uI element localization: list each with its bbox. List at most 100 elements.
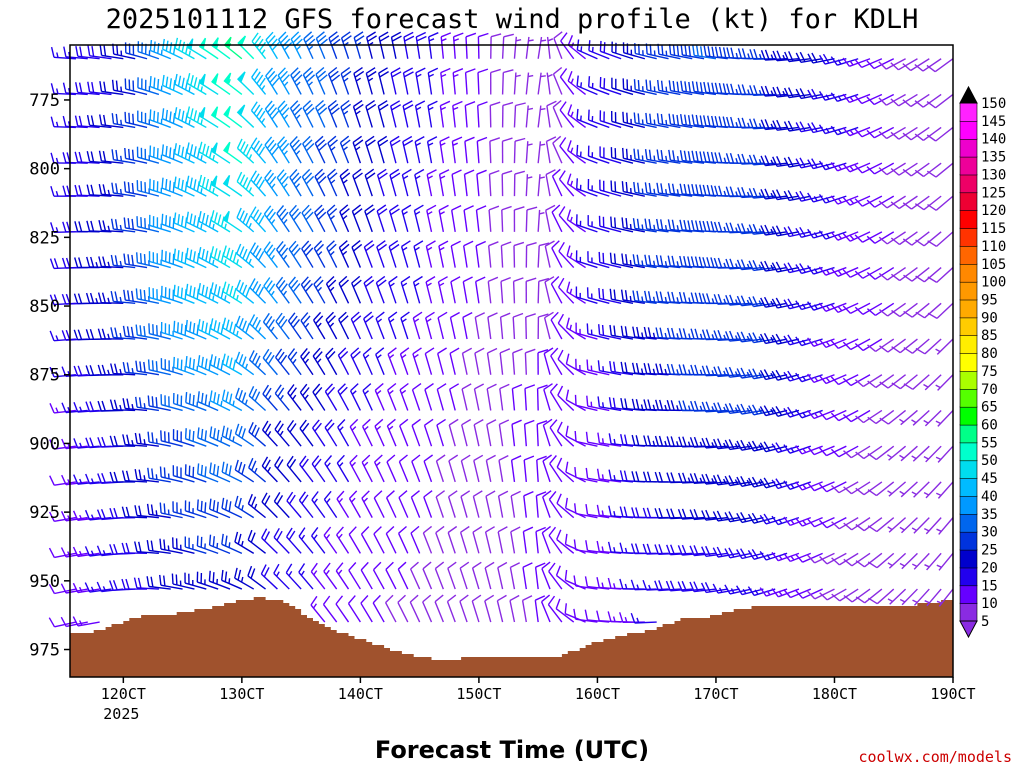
wind-barb bbox=[365, 100, 377, 128]
wind-barb bbox=[247, 529, 266, 554]
wind-barb bbox=[476, 136, 488, 164]
wind-barb bbox=[535, 526, 546, 554]
wind-barb bbox=[398, 490, 409, 518]
wind-barb bbox=[513, 206, 525, 232]
wind-barb bbox=[147, 359, 171, 376]
wind-barb bbox=[449, 383, 460, 411]
wind-barb bbox=[172, 429, 195, 447]
wind-barb bbox=[541, 561, 551, 590]
wind-barb bbox=[576, 178, 598, 197]
wind-barb bbox=[209, 390, 231, 412]
wind-barb bbox=[807, 337, 835, 347]
y-tick-label: 800 bbox=[29, 160, 60, 180]
wind-barb bbox=[235, 351, 255, 376]
colorbar-swatch bbox=[959, 459, 978, 479]
wind-barb bbox=[160, 321, 183, 340]
wind-barb bbox=[401, 168, 412, 197]
wind-barb bbox=[74, 115, 100, 129]
wind-barb bbox=[783, 370, 811, 382]
colorbar-label: 35 bbox=[981, 507, 998, 523]
wind-barb bbox=[643, 399, 669, 412]
wind-barb bbox=[501, 69, 514, 95]
wind-barb bbox=[645, 112, 669, 129]
wind-barb bbox=[197, 427, 219, 447]
wind-barb bbox=[415, 67, 426, 95]
wind-barb bbox=[447, 561, 457, 590]
wind-barb bbox=[313, 204, 327, 233]
wind-barb bbox=[197, 319, 219, 340]
wind-barb bbox=[124, 78, 148, 96]
wind-barb bbox=[843, 445, 871, 459]
wind-barb bbox=[818, 409, 847, 421]
wind-barb bbox=[936, 481, 954, 499]
wind-barb bbox=[598, 288, 622, 304]
wind-barb bbox=[173, 248, 195, 269]
wind-barb bbox=[159, 466, 183, 483]
wind-barb bbox=[136, 252, 160, 269]
wind-barb bbox=[597, 432, 622, 447]
wind-barb bbox=[435, 525, 445, 554]
wind-barb bbox=[854, 302, 883, 316]
colorbar-label: 140 bbox=[981, 132, 1006, 148]
wind-barb bbox=[390, 100, 402, 128]
colorbar-swatch bbox=[959, 495, 978, 515]
wind-barb bbox=[134, 541, 159, 555]
wind-barb bbox=[657, 79, 681, 96]
wind-barb bbox=[736, 585, 764, 596]
wind-barb bbox=[122, 434, 148, 447]
wind-barb bbox=[287, 312, 302, 340]
wind-barb bbox=[221, 389, 243, 412]
colorbar-swatch bbox=[959, 442, 978, 462]
wind-barb bbox=[336, 490, 350, 518]
wind-barb bbox=[912, 588, 930, 606]
wind-barb bbox=[123, 181, 148, 197]
terrain-surface bbox=[70, 597, 953, 677]
wind-barb bbox=[878, 266, 906, 281]
wind-barb bbox=[373, 526, 385, 554]
wind-barb bbox=[680, 44, 705, 60]
wind-barb bbox=[576, 144, 598, 164]
wind-barb bbox=[935, 338, 954, 355]
wind-barb bbox=[914, 162, 942, 178]
wind-barb bbox=[301, 204, 314, 233]
wind-barb bbox=[422, 594, 433, 623]
wind-barb bbox=[807, 228, 835, 239]
wind-barb bbox=[324, 455, 338, 483]
wind-barb bbox=[111, 113, 136, 129]
wind-barb bbox=[184, 500, 207, 519]
wind-barb bbox=[513, 36, 522, 59]
wind-barb bbox=[488, 169, 500, 197]
wind-barb bbox=[599, 76, 622, 96]
wind-barb bbox=[360, 526, 373, 554]
wind-barb bbox=[249, 278, 267, 304]
wind-barb bbox=[521, 595, 533, 623]
wind-barb bbox=[537, 174, 545, 197]
wind-barb bbox=[161, 108, 183, 129]
wind-barb bbox=[185, 211, 207, 233]
wind-barb bbox=[438, 169, 450, 197]
wind-barb bbox=[222, 317, 243, 340]
colorbar-label: 75 bbox=[981, 364, 998, 380]
wind-barb bbox=[655, 254, 681, 269]
wind-barb bbox=[461, 418, 472, 447]
wind-barb bbox=[261, 528, 278, 554]
wind-barb bbox=[277, 67, 290, 95]
wind-barb bbox=[263, 241, 278, 268]
colorbar-swatch bbox=[959, 156, 978, 176]
wind-barb bbox=[574, 467, 598, 483]
wind-barb bbox=[422, 561, 433, 590]
wind-barb bbox=[632, 218, 657, 233]
wind-barb bbox=[525, 36, 534, 59]
wind-barb bbox=[585, 431, 610, 447]
wind-barb bbox=[412, 311, 423, 340]
wind-barb bbox=[795, 516, 823, 527]
wind-barb bbox=[363, 240, 375, 268]
wind-barb bbox=[338, 240, 350, 268]
colorbar-swatch bbox=[959, 477, 978, 497]
wind-barb bbox=[524, 384, 536, 411]
colorbar-label: 120 bbox=[981, 203, 1006, 219]
wind-barb bbox=[842, 126, 871, 137]
wind-barb bbox=[818, 445, 847, 457]
wind-barb bbox=[235, 387, 255, 412]
wind-barb bbox=[74, 184, 100, 197]
